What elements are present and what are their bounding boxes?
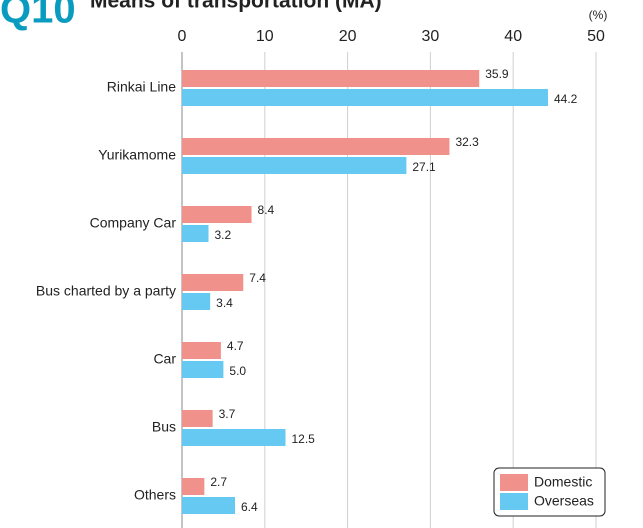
bar bbox=[182, 138, 450, 155]
value-label: 32.3 bbox=[455, 135, 479, 149]
bar bbox=[182, 361, 224, 378]
x-tick-label: 20 bbox=[339, 28, 357, 45]
legend-swatch bbox=[500, 474, 528, 491]
value-label: 4.7 bbox=[227, 339, 244, 353]
question-number: Q10 bbox=[0, 0, 76, 32]
category-label: Bus charted by a party bbox=[36, 283, 176, 299]
category-label: Company Car bbox=[90, 215, 177, 231]
value-label: 7.4 bbox=[249, 271, 266, 285]
x-tick-label: 30 bbox=[422, 28, 440, 45]
category-label: Car bbox=[153, 351, 176, 367]
category-label: Yurikamome bbox=[98, 147, 176, 163]
category-label: Rinkai Line bbox=[107, 79, 176, 95]
bar bbox=[182, 497, 235, 514]
value-label: 5.0 bbox=[229, 364, 246, 378]
value-label: 27.1 bbox=[412, 160, 436, 174]
bar bbox=[182, 478, 205, 495]
legend-label: Overseas bbox=[534, 493, 594, 509]
value-label: 12.5 bbox=[292, 432, 316, 446]
bar bbox=[182, 274, 244, 291]
bar bbox=[182, 70, 480, 87]
bar bbox=[182, 410, 213, 427]
bar bbox=[182, 157, 407, 174]
x-tick-label: 40 bbox=[504, 28, 522, 45]
x-tick-label: 50 bbox=[587, 28, 605, 45]
category-label: Bus bbox=[152, 419, 176, 435]
value-label: 3.2 bbox=[214, 228, 231, 242]
legend-swatch bbox=[500, 493, 528, 510]
bar bbox=[182, 206, 252, 223]
value-label: 3.4 bbox=[216, 296, 233, 310]
value-label: 8.4 bbox=[258, 203, 275, 217]
bar bbox=[182, 429, 286, 446]
value-label: 6.4 bbox=[241, 500, 258, 514]
bar bbox=[182, 342, 221, 359]
value-label: 2.7 bbox=[210, 475, 227, 489]
value-label: 35.9 bbox=[485, 67, 509, 81]
chart-title: Means of transportation (MA) bbox=[90, 0, 382, 13]
x-tick-label: 0 bbox=[178, 28, 187, 45]
legend-label: Domestic bbox=[534, 474, 592, 490]
category-label: Others bbox=[134, 487, 176, 503]
bar bbox=[182, 293, 211, 310]
bar bbox=[182, 225, 209, 242]
bar bbox=[182, 89, 548, 106]
x-tick-label: 10 bbox=[256, 28, 274, 45]
unit-label: (%) bbox=[589, 8, 608, 22]
value-label: 3.7 bbox=[219, 407, 236, 421]
value-label: 44.2 bbox=[554, 92, 578, 106]
